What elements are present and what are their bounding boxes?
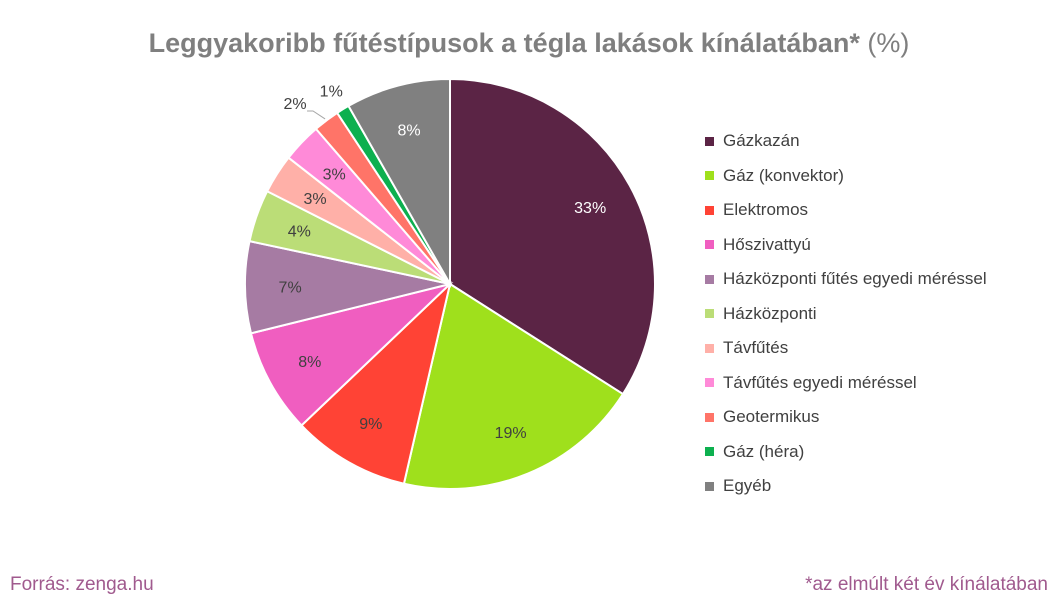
legend-swatch — [705, 240, 714, 250]
legend-swatch — [705, 378, 714, 388]
footnote: *az elmúlt két év kínálatában — [805, 574, 1048, 595]
legend-swatch — [705, 412, 714, 422]
data-label-gazkazan: 33% — [574, 200, 606, 217]
legend-label: Távfűtés — [723, 338, 789, 358]
data-label-egyeb: 8% — [397, 122, 420, 139]
data-label-geotermikus: 2% — [283, 96, 306, 113]
data-label-hazkozponti: 4% — [288, 224, 311, 241]
legend-item-tavfutes-egyedi-meressel: Távfűtés egyedi méréssel — [705, 366, 987, 401]
data-label-tavfutes: 3% — [304, 191, 327, 208]
legend-label: Távfűtés egyedi méréssel — [723, 372, 917, 392]
legend-item-gaz-hera: Gáz (héra) — [705, 435, 987, 470]
legend-item-tavfutes: Távfűtés — [705, 331, 987, 366]
data-label-hoszivattyu: 8% — [298, 354, 321, 371]
legend-label: Egyéb — [723, 476, 772, 496]
data-label-hazkozponti-futes-egyedi-meressel: 7% — [279, 280, 302, 297]
legend-swatch — [705, 309, 714, 319]
legend-label: Házközponti — [723, 303, 817, 323]
leader-line — [307, 110, 326, 120]
legend-swatch — [705, 447, 714, 457]
legend-label: Geotermikus — [723, 407, 820, 427]
legend-swatch — [705, 205, 714, 215]
pie-slice-gaz-konvektor — [402, 282, 625, 490]
legend-item-hazkozponti-futes-egyedi-meressel: Házközponti fűtés egyedi méréssel — [705, 262, 987, 297]
legend-label: Hőszivattyú — [723, 234, 811, 254]
legend-item-geotermikus: Geotermikus — [705, 400, 987, 435]
pie-slice-elektromos — [300, 280, 452, 485]
chart-title-unit: (%) — [867, 28, 910, 58]
legend-item-hazkozponti: Házközponti — [705, 297, 987, 332]
data-label-elektromos: 9% — [359, 416, 382, 433]
legend-swatch — [705, 171, 714, 181]
data-label-gaz-hera: 1% — [320, 84, 343, 101]
chart-title-main: Leggyakoribb fűtéstípusok a tégla lakáso… — [148, 28, 860, 58]
legend-label: Gáz (konvektor) — [723, 165, 844, 185]
legend-item-hoszivattyu: Hőszivattyú — [705, 228, 987, 263]
pie-slice-egyeb — [347, 77, 451, 288]
legend-swatch — [705, 343, 714, 353]
legend-swatch — [705, 136, 714, 146]
source-note: Forrás: zenga.hu — [10, 574, 154, 595]
legend-label: Gázkazán — [723, 131, 800, 151]
legend-label: Gáz (héra) — [723, 441, 805, 461]
legend-swatch — [705, 274, 714, 284]
data-label-tavfutes-egyedi-meressel: 3% — [323, 167, 346, 184]
legend-item-gaz-konvektor: Gáz (konvektor) — [705, 159, 987, 194]
data-label-gaz-konvektor: 19% — [495, 425, 527, 442]
pie-slice-gazkazan — [449, 77, 656, 396]
legend-label: Házközponti fűtés egyedi méréssel — [723, 269, 987, 289]
pie-slice-hoszivattyu — [249, 282, 454, 427]
legend-item-elektromos: Elektromos — [705, 193, 987, 228]
legend-item-gazkazan: Gázkazán — [705, 124, 987, 159]
chart-legend: Gázkazán Gáz (konvektor) Elektromos Hősziva… — [705, 124, 987, 504]
legend-item-egyeb: Egyéb — [705, 469, 987, 504]
legend-label: Elektromos — [723, 200, 809, 220]
legend-swatch — [705, 481, 714, 491]
chart-title: Leggyakoribb fűtéstípusok a tégla lakáso… — [0, 28, 1058, 59]
